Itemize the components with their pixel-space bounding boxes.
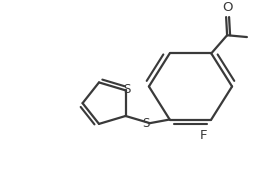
Text: F: F	[200, 129, 207, 142]
Text: S: S	[123, 83, 130, 96]
Text: O: O	[222, 1, 232, 14]
Text: S: S	[142, 117, 150, 130]
